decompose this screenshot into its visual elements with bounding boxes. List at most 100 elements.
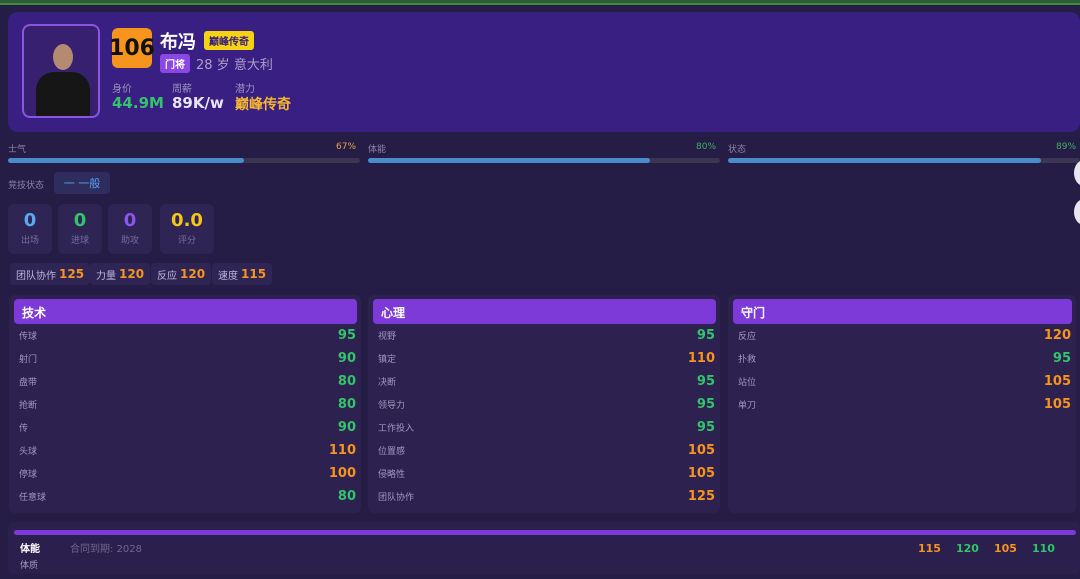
attribute-row: 位置感 105 [368, 439, 720, 462]
stat-label: 评分 [177, 236, 196, 246]
form-value: 一 一般 [54, 172, 110, 194]
attribute-value: 95 [696, 397, 715, 412]
attribute-row: 侵略性 105 [368, 462, 720, 485]
attribute-label: 盘带 [19, 378, 38, 388]
attribute-row: 任意球 80 [9, 485, 361, 508]
bar-label: 士气 [8, 145, 27, 155]
attribute-label: 抢断 [19, 401, 38, 411]
attribute-value: 105 [1043, 397, 1071, 412]
chip-label: 速度 [218, 270, 238, 282]
attribute-row: 决断 95 [368, 370, 720, 393]
attribute-value: 105 [687, 443, 715, 458]
attribute-chip: 反应 120 [151, 263, 212, 285]
stat-box: 0 出场 [8, 204, 52, 254]
progress-bar [8, 158, 360, 163]
attribute-label: 视野 [378, 332, 397, 342]
attribute-panel: 心理 视野 95 镇定 110 决断 95 领导力 95 工作投入 95 位置感 105 侵略性 105 团队… [368, 295, 720, 513]
chip-value: 120 [119, 267, 145, 281]
attribute-label: 射门 [19, 355, 38, 365]
stat-value: 0 [73, 210, 87, 231]
attribute-row: 盘带 80 [9, 370, 361, 393]
physical-value: 110 [1032, 542, 1055, 555]
stat-label: 出场 [20, 236, 39, 246]
stat-value: 0 [123, 210, 137, 231]
chip-value: 125 [59, 267, 85, 281]
contract-expiry: 合同到期: 2028 [70, 544, 142, 555]
stat-label: 助攻 [120, 236, 139, 246]
attribute-row: 抢断 80 [9, 393, 361, 416]
attribute-label: 扑救 [738, 355, 757, 365]
attribute-row: 传 90 [9, 416, 361, 439]
bar-percent: 89% [1056, 142, 1077, 152]
panel-title: 技术 [14, 299, 357, 324]
attribute-panel: 技术 传球 95 射门 90 盘带 80 抢断 80 传 90 头球 110 停球 100 任意球 80 [9, 295, 361, 513]
progress-bar [728, 158, 1080, 163]
position-badge: 门将 [160, 54, 190, 73]
attribute-value: 95 [1052, 351, 1071, 366]
player-name: 布冯 [160, 32, 196, 53]
physical-value: 115 [918, 542, 941, 555]
attribute-label: 工作投入 [378, 424, 415, 434]
attribute-row: 单刀 105 [728, 393, 1076, 416]
attribute-chip: 速度 115 [212, 263, 273, 285]
attribute-label: 决断 [378, 378, 397, 388]
attribute-row: 视野 95 [368, 324, 720, 347]
attribute-row: 射门 90 [9, 347, 361, 370]
chip-label: 反应 [157, 270, 177, 282]
chip-label: 力量 [96, 270, 116, 282]
attribute-chip: 力量 120 [90, 263, 151, 285]
attribute-value: 80 [337, 489, 356, 504]
chip-value: 120 [180, 267, 206, 281]
player-card: 106 布冯 巅峰传奇 门将 28 岁 意大利 身价 44.9M 周薪 89K/… [8, 12, 1080, 132]
attribute-label: 传球 [19, 332, 38, 342]
attribute-chip: 团队协作 125 [10, 263, 91, 285]
attribute-label: 停球 [19, 470, 38, 480]
value-label: 身价 [112, 84, 132, 95]
panel-title: 心理 [373, 299, 716, 324]
attribute-row: 反应 120 [728, 324, 1076, 347]
attribute-value: 110 [328, 443, 356, 458]
panel-title: 守门 [733, 299, 1072, 324]
physical-header-bar [14, 530, 1076, 535]
stat-box: 0 进球 [58, 204, 102, 254]
potential-label: 潜力 [235, 84, 255, 95]
attribute-value: 120 [1043, 328, 1071, 343]
age-nationality: 28 岁 意大利 [196, 54, 273, 73]
attribute-value: 110 [687, 351, 715, 366]
top-bar [0, 0, 1080, 5]
scroll-button[interactable] [1074, 199, 1080, 225]
attribute-label: 团队协作 [378, 493, 415, 503]
bar-percent: 67% [336, 142, 357, 152]
form-label: 竞技状态 [8, 181, 45, 191]
tier-tag: 巅峰传奇 [204, 31, 254, 50]
attribute-value: 95 [696, 420, 715, 435]
attribute-label: 侵略性 [378, 470, 406, 480]
attribute-label: 镇定 [378, 355, 397, 365]
attribute-row: 头球 110 [9, 439, 361, 462]
stat-value: 0.0 [171, 210, 203, 231]
attribute-label: 位置感 [378, 447, 406, 457]
progress-fill [368, 158, 650, 163]
attribute-value: 105 [1043, 374, 1071, 389]
age: 28 岁 [196, 58, 230, 73]
potential: 巅峰传奇 [235, 97, 291, 113]
physical-title: 体能 [20, 544, 40, 555]
physical-value: 120 [956, 542, 979, 555]
attribute-value: 95 [696, 374, 715, 389]
attribute-row: 停球 100 [9, 462, 361, 485]
attribute-row: 传球 95 [9, 324, 361, 347]
bar-percent: 80% [696, 142, 717, 152]
attribute-label: 任意球 [19, 493, 47, 503]
attribute-value: 95 [337, 328, 356, 343]
chip-label: 团队协作 [16, 270, 56, 282]
attribute-value: 90 [337, 351, 356, 366]
attribute-value: 80 [337, 374, 356, 389]
value: 44.9M [112, 94, 164, 112]
attribute-row: 站位 105 [728, 370, 1076, 393]
attribute-value: 95 [696, 328, 715, 343]
progress-fill [8, 158, 244, 163]
stat-label: 进球 [70, 236, 89, 246]
scroll-button[interactable] [1074, 160, 1080, 186]
player-photo [22, 24, 100, 118]
chip-value: 115 [241, 267, 267, 281]
